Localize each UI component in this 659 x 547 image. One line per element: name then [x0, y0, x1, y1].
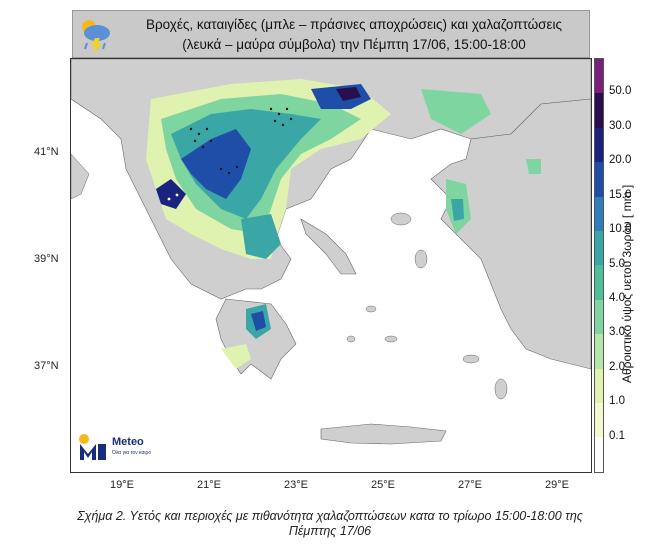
turkey-landmass: [430, 98, 591, 370]
colorbar-segment: [595, 59, 603, 94]
colorbar-label: 1.0: [609, 395, 625, 408]
map-title-line1: Βροχές, καταιγίδες (μπλε – πράσινες αποχ…: [145, 17, 563, 32]
colorbar-segment: [595, 231, 603, 266]
lat-tick: 41°N: [34, 146, 59, 158]
colorbar-segment: [595, 265, 603, 300]
colorbar-segment: [595, 437, 603, 472]
rhodes-island: [494, 378, 508, 400]
lon-tick: 29°E: [545, 479, 569, 491]
cyclades-island: [346, 335, 356, 343]
figure-caption-line2: Πέμπτης 17/06: [288, 524, 372, 538]
lon-tick: 23°E: [284, 479, 308, 491]
map-title-line2: (λευκά – μαύρα σύμβολα) την Πέμπτη 17/06…: [182, 37, 526, 52]
lat-tick: 39°N: [34, 253, 59, 265]
lon-tick: 25°E: [371, 479, 395, 491]
chios-island: [414, 249, 428, 269]
colorbar-label: 30.0: [609, 119, 632, 132]
colorbar-label: 50.0: [609, 85, 632, 98]
colorbar-segment: [595, 196, 603, 232]
colorbar-segment: [595, 93, 603, 128]
lat-tick: 37°N: [34, 360, 59, 372]
cyclades-island: [365, 305, 377, 313]
lon-tick: 27°E: [458, 479, 482, 491]
figure-caption-line1: Σχήμα 2. Υετός και περιοχές με πιθανότητ…: [77, 509, 583, 523]
colorbar-segment: [595, 299, 603, 335]
lesvos-island: [390, 212, 412, 226]
hail-symbols: [167, 107, 293, 201]
logo-tagline: Όλα για τον καιρό: [112, 450, 152, 456]
colorbar-title: Αθροιστικό ύψος υετού 3ωρου [ mm ]: [620, 184, 634, 383]
colorbar-segment: [595, 403, 603, 438]
colorbar-label: 3.0: [609, 326, 625, 339]
lon-tick: 21°E: [197, 479, 221, 491]
colorbar-label: 4.0: [609, 291, 625, 304]
colorbar-segment: [595, 127, 603, 163]
colorbar-segment: [595, 368, 603, 404]
logo-name: Meteo: [112, 436, 144, 448]
evia-island: [300, 218, 357, 275]
italy-landmass: [71, 153, 90, 200]
lon-tick: 19°E: [110, 479, 134, 491]
colorbar-label: 10.0: [609, 223, 632, 236]
meteo-logo: Meteo Όλα για τον καιρό: [78, 432, 188, 466]
map-title-box: Βροχές, καταιγίδες (μπλε – πράσινες αποχ…: [72, 10, 590, 58]
crete-island: [320, 423, 447, 445]
colorbar-label: 5.0: [609, 257, 625, 270]
rain-lightning-icon: [75, 13, 119, 57]
colorbar-label: 15.0: [609, 188, 632, 201]
precipitation-map: [71, 59, 591, 472]
cyclades-island: [384, 335, 398, 343]
colorbar-label: 20.0: [609, 154, 632, 167]
precipitation-areas: [146, 79, 541, 369]
colorbar-label: 0.1: [609, 429, 625, 442]
colorbar-segment: [595, 162, 603, 197]
colorbar-label: 2.0: [609, 360, 625, 373]
meteo-logo-icon: [79, 434, 106, 460]
map-frame: [70, 58, 592, 473]
colorbar-segment: [595, 334, 603, 369]
dodecanese-island: [462, 354, 480, 364]
precipitation-colorbar: [594, 58, 604, 473]
